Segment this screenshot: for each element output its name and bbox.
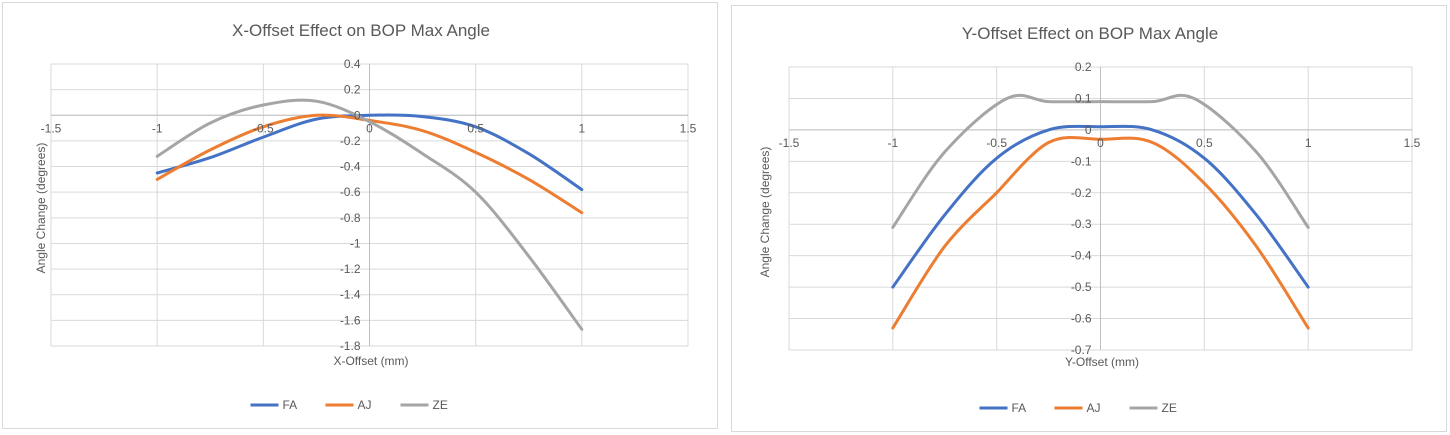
- x-tick-label: 0.5: [467, 121, 484, 135]
- grid: [788, 66, 1413, 351]
- series-line-fa: [891, 124, 1310, 289]
- x-tick-label: -1.5: [779, 136, 800, 150]
- y-tick-label: -1.4: [340, 288, 361, 302]
- x-tick-label: 1.5: [1404, 136, 1421, 150]
- y-tick-label: 0: [1085, 123, 1092, 137]
- y-tick-label: 0.1: [1075, 91, 1092, 105]
- chart-title: X-Offset Effect on BOP Max Angle: [232, 21, 490, 40]
- y-tick-label: 0.4: [344, 57, 361, 71]
- y-offset-chart: Y-Offset Effect on BOP Max Angle -1.5 -1-…: [758, 24, 1421, 415]
- x-offset-chart: X-Offset Effect on BOP Max Angle -1.5 -1-…: [34, 21, 697, 412]
- series-lines: [891, 93, 1310, 330]
- x-tick-label: 1.5: [680, 121, 697, 135]
- series-lines: [155, 98, 584, 331]
- y-tick-label: 0.2: [1075, 60, 1092, 74]
- y-offset-chart-panel: Y-Offset Effect on BOP Max Angle -1.5 -1-…: [731, 5, 1447, 432]
- series-line-ze: [155, 98, 584, 331]
- y-tick-label: -0.4: [1071, 249, 1092, 263]
- y-tick-label: -0.8: [340, 211, 361, 225]
- series-line-aj: [891, 136, 1310, 330]
- y-tick-label: -1.8: [340, 339, 361, 353]
- tick-labels: -1.5 -1 -0.5 0 0.5 1 1.5 0.4 0.2 0 -0.2 -0.4 -0.6 -0.…: [41, 57, 697, 353]
- y-tick-label: -0.2: [1071, 186, 1092, 200]
- x-axis-label: X-Offset (mm): [333, 354, 408, 368]
- legend: FA AJ ZE: [979, 401, 1177, 415]
- legend-label-fa: FA: [283, 398, 298, 412]
- y-axis-label: Angle Change (degrees): [34, 143, 48, 274]
- y-tick-label: -1.6: [340, 313, 361, 327]
- legend: FA AJ ZE: [250, 398, 448, 412]
- x-tick-label: -0.5: [986, 136, 1007, 150]
- x-tick-label: -1: [152, 121, 163, 135]
- tick-labels: -1.5 -1 -0.5 0 0.5 1 1.5 0.2 0.1 0 -0.1 -0.2 -0.3 -0.…: [779, 60, 1421, 357]
- legend-label-aj: AJ: [358, 398, 372, 412]
- y-tick-label: -0.6: [1071, 312, 1092, 326]
- y-axis-label: Angle Change (degrees): [758, 147, 772, 278]
- x-tick-label: 1: [1305, 136, 1312, 150]
- legend-label-aj: AJ: [1087, 401, 1101, 415]
- x-tick-label: -0.5: [253, 121, 274, 135]
- x-tick-label: 0: [366, 121, 373, 135]
- series-line-ze: [891, 93, 1310, 229]
- y-tick-label: -0.1: [1071, 154, 1092, 168]
- x-tick-label: 0: [1097, 136, 1104, 150]
- y-tick-label: -0.5: [1071, 280, 1092, 294]
- x-tick-label: -1: [887, 136, 898, 150]
- y-tick-label: -1.2: [340, 262, 361, 276]
- chart-title: Y-Offset Effect on BOP Max Angle: [962, 24, 1218, 43]
- y-tick-label: -0.3: [1071, 217, 1092, 231]
- legend-label-ze: ZE: [1162, 401, 1177, 415]
- grid: [50, 63, 689, 347]
- y-tick-label: 0: [354, 108, 361, 122]
- legend-label-fa: FA: [1012, 401, 1027, 415]
- y-tick-label: -1: [350, 236, 361, 250]
- y-tick-label: 0.2: [344, 83, 361, 97]
- x-tick-label: 0.5: [1196, 136, 1213, 150]
- y-tick-label: -0.2: [340, 134, 361, 148]
- legend-label-ze: ZE: [433, 398, 448, 412]
- series-line-fa: [155, 113, 584, 192]
- x-offset-chart-panel: X-Offset Effect on BOP Max Angle -1.5 -1-…: [2, 2, 718, 429]
- x-axis-label: Y-Offset (mm): [1065, 355, 1139, 369]
- x-tick-label: -1.5: [41, 121, 62, 135]
- y-tick-label: -0.6: [340, 185, 361, 199]
- y-tick-label: -0.4: [340, 160, 361, 174]
- y-tick-label: -0.7: [1071, 343, 1092, 357]
- x-tick-label: 1: [578, 121, 585, 135]
